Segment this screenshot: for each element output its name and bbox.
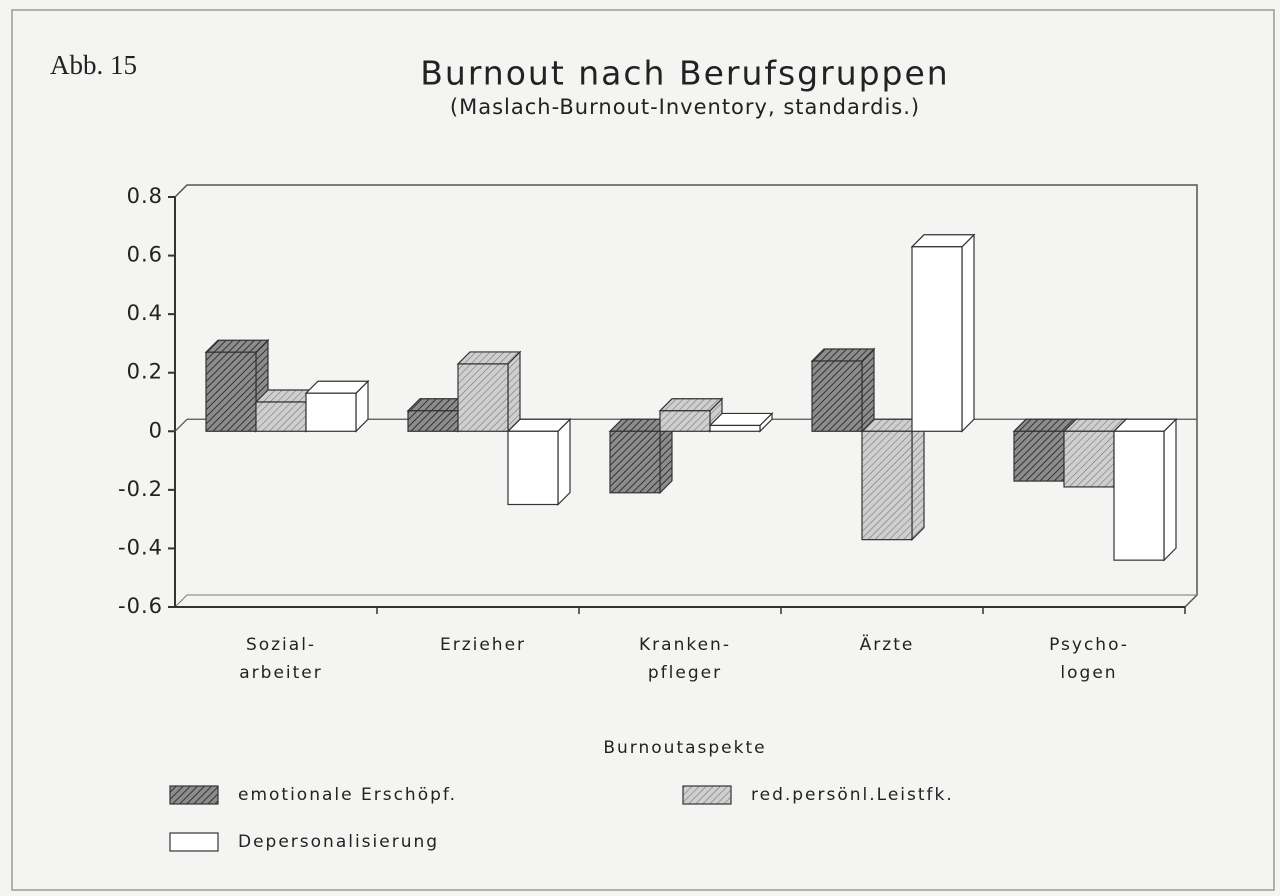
bar [861,430,913,541]
bar [205,351,257,432]
y-tick-label: -0.6 [118,594,163,618]
bar [659,410,711,432]
legend-swatch [169,832,219,852]
legend-label: red.persönl.Leistfk. [751,785,954,805]
x-tick-label: Kranken- [639,635,731,655]
x-tick-label: Ärzte [860,634,915,655]
bar [507,430,559,506]
bar [407,410,459,432]
zero-edge [174,418,188,432]
back-wall [174,184,1198,608]
bar-side [861,347,875,433]
bar [1013,430,1065,482]
y-tick-label: 0.6 [127,243,163,267]
chart-subtitle: (Maslach-Burnout-Inventory, standardis.) [450,95,920,119]
legend-swatch [169,785,219,805]
legend-title: Burnoutaspekte [603,738,766,758]
bar [305,392,357,432]
x-tick-label: Erzieher [440,635,526,655]
wall-edge [174,594,188,608]
x-tick-label: arbeiter [239,663,323,683]
legend-label: Depersonalisierung [238,832,439,852]
legend-swatch [682,785,732,805]
bar [911,246,963,432]
bar [609,430,661,494]
page-frame [11,9,1275,891]
y-tick-label: -0.4 [118,535,163,559]
y-tick-label: 0 [149,418,163,442]
bar-side [911,417,925,542]
legend-label: emotionale Erschöpf. [238,785,457,805]
x-tick-label: pfleger [648,663,722,683]
chart-title: Burnout nach Berufsgruppen [420,54,949,93]
y-tick-label: 0.2 [127,360,163,384]
bar-side [507,350,521,433]
bar [709,424,761,432]
x-tick-label: logen [1060,663,1117,683]
bar [457,363,509,432]
bar [811,360,863,432]
bar [1113,430,1165,561]
bar-side [557,417,571,506]
bar [255,401,307,432]
y-tick-label: 0.8 [127,184,163,208]
x-tick-label: Psycho- [1049,635,1129,655]
bar [1063,430,1115,488]
bar-side [1163,417,1177,562]
bar-side [961,233,975,433]
y-tick-label: 0.4 [127,301,163,325]
figure-label: Abb. 15 [50,50,137,80]
x-tick-label: Sozial- [246,635,316,655]
y-tick-label: -0.2 [118,477,163,501]
